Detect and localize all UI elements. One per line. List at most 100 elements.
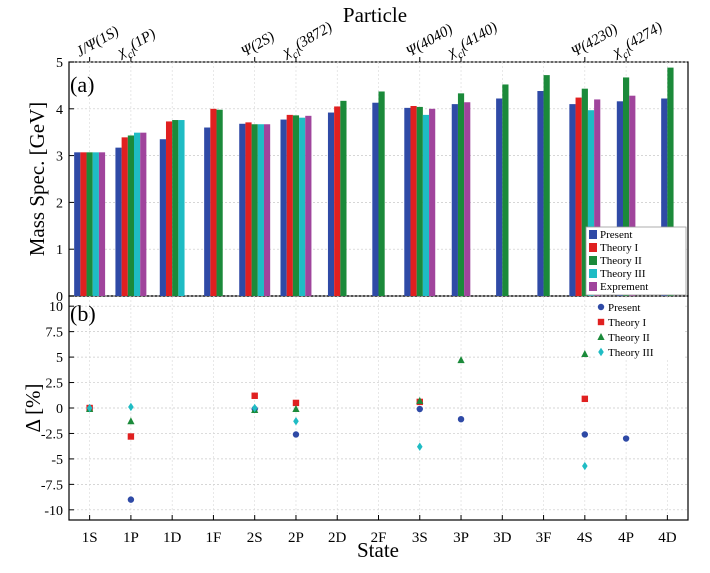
bar-theory-ii (293, 115, 299, 296)
point-present (417, 406, 423, 412)
bar-present (537, 91, 543, 296)
x-tick-label: 3F (536, 530, 552, 546)
y-axis-label-a: Mass Spec. [GeV] (25, 102, 49, 257)
point-present (293, 431, 299, 437)
bar-exprement (429, 109, 435, 296)
bar-present (328, 113, 334, 296)
point-theory-i (252, 393, 258, 399)
point-present (623, 435, 629, 441)
particle-label: Ψ(2S) (239, 29, 278, 61)
x-tick-label: 3D (493, 530, 512, 546)
y-tick-label-a: 4 (56, 103, 63, 118)
bar-present (496, 99, 502, 296)
x-tick-label: 1F (206, 530, 222, 546)
x-tick-label: 1S (82, 530, 98, 546)
bar-theory-i (122, 137, 128, 296)
bar-theory-i (80, 152, 86, 296)
bar-theory-ii (87, 152, 93, 296)
bar-theory-ii (128, 135, 134, 296)
legend-a-swatch (589, 256, 597, 265)
bar-theory-i (334, 106, 340, 296)
y-tick-label-b: 2.5 (46, 377, 64, 392)
particle-label: J/Ψ(1S) (74, 23, 122, 60)
legend-a-label: Theory III (600, 268, 646, 280)
legend-b-label: Theory I (608, 317, 647, 329)
bar-theory-ii (252, 124, 258, 296)
particle-label: χcl(1P) (113, 26, 161, 66)
bar-theory-ii (217, 110, 223, 296)
bar-theory-ii (172, 120, 178, 296)
bar-theory-i (287, 115, 293, 296)
point-theory-iii (582, 462, 588, 470)
bar-present (404, 108, 410, 296)
point-theory-i (582, 396, 588, 402)
legend-b-marker (598, 304, 604, 310)
point-present (128, 496, 134, 502)
x-tick-label: 4D (658, 530, 677, 546)
y-tick-label-a: 1 (56, 243, 63, 258)
point-present (458, 416, 464, 422)
bar-present (372, 103, 378, 296)
legend-b-label: Theory II (608, 332, 650, 344)
bar-exprement (99, 152, 105, 296)
point-theory-i (128, 433, 134, 439)
y-tick-label-b: 7.5 (46, 326, 64, 341)
bar-theory-iii (258, 124, 264, 296)
legend-a-swatch (589, 243, 597, 252)
point-theory-iii (293, 417, 299, 425)
x-tick-label: 2D (328, 530, 347, 546)
bar-theory-ii (544, 75, 550, 296)
bar-present (115, 148, 121, 296)
bar-theory-i (210, 109, 216, 296)
legend-a-swatch (589, 230, 597, 239)
bar-exprement (140, 133, 146, 296)
legend-a-label: Present (600, 229, 632, 241)
bar-theory-i (410, 106, 416, 296)
legend-a-label: Exprement (600, 281, 648, 293)
x-tick-label: 2S (247, 530, 263, 546)
bar-theory-i (166, 121, 172, 296)
bar-exprement (464, 102, 470, 296)
x-tick-label: 3S (412, 530, 428, 546)
y-tick-label-b: -7.5 (41, 478, 63, 493)
bar-theory-iii (178, 120, 184, 296)
legend-a-swatch (589, 269, 597, 278)
y-tick-label-a: 5 (56, 56, 63, 71)
bar-theory-iii (423, 115, 429, 296)
legend-b-marker (598, 319, 604, 325)
y-tick-label-a: 2 (56, 196, 63, 211)
bar-theory-ii (379, 91, 385, 296)
bar-theory-iii (299, 118, 305, 296)
y-tick-label-b: 0 (56, 402, 63, 417)
bar-present (452, 104, 458, 296)
bar-theory-ii (340, 101, 346, 296)
point-present (582, 431, 588, 437)
bar-exprement (305, 116, 311, 296)
particle-label: χcl(3872) (278, 19, 337, 65)
bar-theory-iii (93, 152, 99, 296)
bar-present (569, 104, 575, 296)
legend-a-label: Theory I (600, 242, 639, 254)
x-tick-label: 1P (123, 530, 139, 546)
bar-theory-ii (458, 93, 464, 296)
particle-label: Ψ(4230) (569, 21, 621, 60)
y-axis-label-b: Δ [%] (21, 383, 45, 432)
point-theory-iii (417, 442, 423, 450)
particle-label: χcl(4274) (608, 19, 667, 65)
bar-theory-ii (417, 107, 423, 296)
particle-label: Ψ(4040) (404, 21, 456, 60)
bar-theory-i (245, 122, 251, 296)
x-tick-label: 4P (618, 530, 634, 546)
x-tick-label: 4S (577, 530, 593, 546)
panel-b-tag: (b) (70, 301, 96, 326)
y-tick-label-a: 3 (56, 150, 63, 165)
x-tick-label: 1D (163, 530, 182, 546)
top-axis-title: Particle (343, 3, 407, 27)
point-theory-ii (127, 417, 134, 424)
panel-a-tag: (a) (70, 72, 94, 97)
bar-present (204, 128, 210, 296)
y-tick-label-b: -5 (51, 453, 63, 468)
x-tick-label: 3P (453, 530, 469, 546)
y-tick-label-b: -10 (44, 504, 63, 519)
